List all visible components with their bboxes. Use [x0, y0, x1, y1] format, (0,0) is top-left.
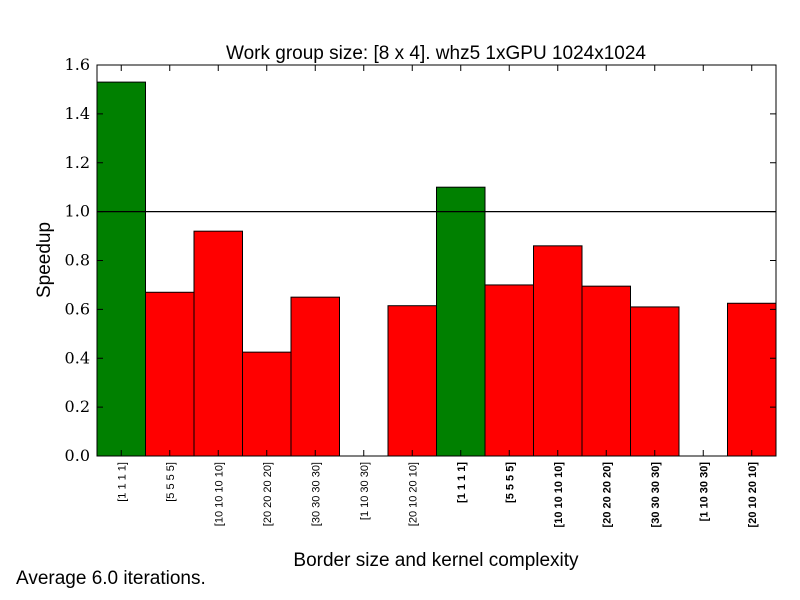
- y-tick-label: 0.2: [65, 397, 90, 416]
- x-tick-label: [30 30 30 30]: [650, 462, 662, 528]
- x-tick-label: [1 10 30 30]: [698, 462, 710, 522]
- x-tick-label: [1 1 1 1]: [456, 462, 468, 503]
- x-tick-label: [5 5 5 5]: [504, 462, 516, 503]
- iterations-note: Average 6.0 iterations.: [16, 568, 206, 589]
- y-tick-label: 1.6: [65, 55, 90, 74]
- y-axis-label: Speedup: [34, 222, 55, 298]
- bar-4: [242, 351, 292, 457]
- x-tick-label: [10 10 10 10]: [553, 462, 565, 528]
- bar-9: [484, 284, 534, 457]
- bar-3: [193, 230, 243, 457]
- x-tick-label: [20 10 20 10]: [407, 462, 419, 526]
- bar-1: [96, 81, 146, 457]
- y-tick-label: 1.0: [65, 202, 90, 221]
- bar-14: [727, 302, 777, 457]
- x-tick-label: [10 10 10 10]: [213, 462, 225, 526]
- x-tick-label: [20 20 20 20]: [601, 462, 613, 528]
- y-tick-label: 1.4: [65, 104, 90, 123]
- y-tick-label: 0.4: [65, 348, 90, 367]
- x-tick-label: [30 30 30 30]: [310, 462, 322, 526]
- x-tick-label: [1 1 1 1]: [116, 462, 128, 502]
- bar-2: [145, 291, 195, 457]
- x-tick-label: [20 10 20 10]: [747, 462, 759, 528]
- bar-8: [436, 186, 486, 457]
- x-tick-label: [20 20 20 20]: [262, 462, 274, 526]
- x-tick-label: [1 10 30 30]: [359, 462, 371, 520]
- bar-7: [387, 305, 437, 457]
- bar-11: [581, 285, 631, 457]
- y-tick-label: 1.2: [65, 153, 90, 172]
- y-tick-label: 0.8: [65, 251, 90, 270]
- bar-10: [533, 245, 583, 457]
- y-tick-label: 0.6: [65, 299, 90, 318]
- x-tick-label: [5 5 5 5]: [165, 462, 177, 502]
- x-axis-label: Border size and kernel complexity: [293, 550, 579, 571]
- bar-12: [630, 306, 680, 457]
- y-tick-label: 0.0: [65, 446, 90, 465]
- chart-title: Work group size: [8 x 4]. whz5 1xGPU 102…: [226, 43, 646, 64]
- bar-5: [290, 296, 340, 457]
